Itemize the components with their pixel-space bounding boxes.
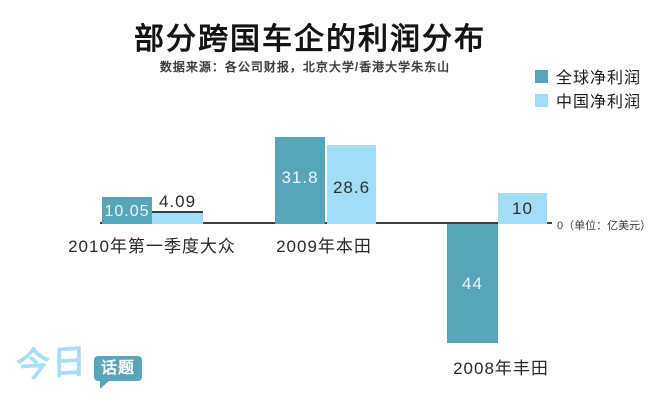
legend-label-china: 中国净利润 [556,94,642,111]
bar-value-toyota-global: 44 [462,273,483,293]
zero-axis-line [100,222,552,224]
logo-script-text: 今日 [16,342,88,386]
bar-vw-china [152,211,203,224]
legend-item-china: 中国净利润 [535,88,641,112]
category-label-honda: 2009年本田 [276,237,372,256]
logo-speech-bubble: 话题 [94,356,143,389]
legend-swatch-global [535,69,548,83]
bar-value-honda-global: 31.8 [281,168,319,187]
bar-vw-global: 10.05 [102,197,152,224]
category-label-vw: 2010年第一季度大众 [68,237,236,256]
legend-item-global: 全球净利润 [535,64,641,88]
category-label-toyota: 2008年丰田 [453,359,549,378]
axis-unit-label: 0（单位：亿美元） [557,220,652,232]
data-source-note: 数据来源：各公司财报，北京大学/香港大学朱东山 [159,60,451,74]
bar-value-honda-china: 28.6 [332,178,371,197]
page-title: 部分跨国车企的利润分布 [134,23,486,56]
bar-value-vw-global: 10.05 [104,203,150,220]
bar-value-toyota-china: 10 [512,199,533,218]
bar-honda-china [327,145,376,224]
legend-swatch-china [535,93,548,107]
bar-value-vw-china: 4.09 [158,192,197,211]
today-topic-logo: 今日 话题 [16,342,143,389]
bar-toyota-global-negative: 44 [447,224,498,343]
bar-toyota-china [498,193,547,224]
legend-label-global: 全球净利润 [556,70,642,87]
bar-honda-global: 31.8 [275,137,325,224]
